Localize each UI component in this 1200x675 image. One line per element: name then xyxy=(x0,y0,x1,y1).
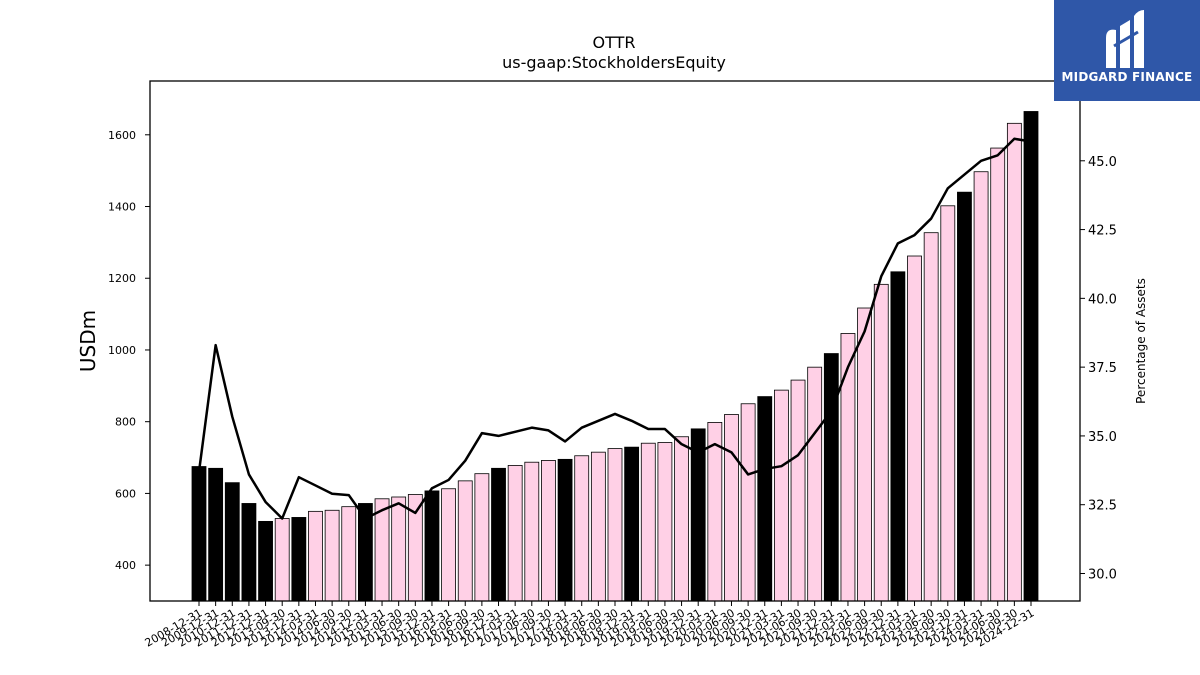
logo-icon xyxy=(1106,10,1144,68)
bar-2011-12-31 xyxy=(241,503,257,602)
y-tick-label: 600 xyxy=(115,487,136,500)
bar-2017-03-31 xyxy=(507,465,523,602)
y2-tick-label: 45.0 xyxy=(1088,155,1117,170)
bar-2018-06-30 xyxy=(590,451,606,602)
bar-2020-06-30 xyxy=(724,414,739,602)
y2-tick-label: 35.0 xyxy=(1088,430,1117,445)
bar-2016-06-30 xyxy=(457,480,473,602)
bar-2021-06-30 xyxy=(790,379,806,602)
bar-2024-06-30 xyxy=(990,147,1006,602)
bar-2022-06-30 xyxy=(857,307,872,602)
y2-axis: 30.032.535.037.540.042.545.047.5 xyxy=(1080,86,1117,582)
bar-2022-03-31 xyxy=(840,333,856,602)
bar-2014-03-31 xyxy=(308,510,323,602)
bar-2024-09-30 xyxy=(1006,122,1022,602)
bar-2023-09-30 xyxy=(940,205,956,602)
bar-2014-09-30 xyxy=(341,506,357,602)
bar-2023-06-30 xyxy=(923,232,939,602)
bar-2016-03-31 xyxy=(441,488,457,602)
y-tick-label: 1400 xyxy=(108,201,136,214)
chart-subtitle: us-gaap:StockholdersEquity xyxy=(502,53,726,72)
y2-axis-label: Percentage of Assets xyxy=(1134,278,1148,404)
line-layer xyxy=(197,137,1032,520)
bar-2010-12-31 xyxy=(224,482,240,602)
y-tick-label: 800 xyxy=(115,416,136,429)
bar-2022-12-31 xyxy=(890,271,906,602)
bar-2023-03-31 xyxy=(907,255,922,602)
bar-2015-06-30 xyxy=(391,496,407,602)
y-tick-label: 400 xyxy=(115,559,136,572)
bar-2020-12-31 xyxy=(757,396,773,602)
bar-2017-12-31 xyxy=(557,458,573,602)
bar-2021-09-30 xyxy=(807,366,823,602)
y-tick-label: 1200 xyxy=(108,272,136,285)
y2-tick-label: 32.5 xyxy=(1088,499,1117,514)
y-tick-label: 1000 xyxy=(108,344,136,357)
bar-2019-12-31 xyxy=(690,428,706,602)
x-axis: 2008-12-312009-12-312010-12-312011-12-31… xyxy=(143,601,1037,650)
bar-2019-09-30 xyxy=(674,436,689,602)
bar-2013-09-30 xyxy=(274,518,290,602)
bars-layer xyxy=(191,111,1039,602)
bar-2021-12-31 xyxy=(823,353,839,602)
bar-2013-12-31 xyxy=(291,517,307,602)
y2-tick-label: 42.5 xyxy=(1088,224,1117,239)
bar-2020-09-30 xyxy=(740,403,756,602)
bar-2016-09-30 xyxy=(474,473,490,602)
bar-2019-03-31 xyxy=(640,442,656,602)
y-axis: 400 600 800 1000 1200 1400 1600 xyxy=(108,129,150,572)
bar-2017-09-30 xyxy=(541,460,556,602)
bar-2022-09-30 xyxy=(873,283,889,602)
bar-2008-12-31 xyxy=(191,466,207,602)
bar-2023-12-31 xyxy=(957,191,972,602)
bar-2020-03-31 xyxy=(707,422,723,602)
bar-2009-12-31 xyxy=(208,467,224,602)
chart-title: OTTR xyxy=(593,33,636,52)
bar-2015-03-31 xyxy=(374,498,390,602)
y2-tick-label: 37.5 xyxy=(1088,361,1117,376)
percentage-line xyxy=(197,137,1032,520)
brand-logo: MIDGARD FINANCE xyxy=(1054,0,1200,101)
bar-2019-06-30 xyxy=(657,442,673,602)
y2-tick-label: 40.0 xyxy=(1088,292,1117,307)
y2-tick-label: 30.0 xyxy=(1088,567,1117,582)
y-axis-label: USDm xyxy=(76,310,100,372)
bar-2018-12-31 xyxy=(624,446,640,602)
bar-2021-03-31 xyxy=(774,389,789,602)
y-tick-label: 1600 xyxy=(108,129,136,142)
bar-2018-03-31 xyxy=(574,455,590,602)
logo-text: MIDGARD FINANCE xyxy=(1061,70,1193,84)
bar-2024-03-31 xyxy=(973,171,989,602)
bar-2014-06-30 xyxy=(324,509,340,602)
bar-2015-12-31 xyxy=(424,490,440,602)
bar-2018-09-30 xyxy=(607,448,623,602)
bar-2012-12-31 xyxy=(258,520,273,602)
bar-2017-06-30 xyxy=(524,461,540,602)
bar-2016-12-31 xyxy=(491,467,506,602)
bar-2024-12-31 xyxy=(1023,111,1039,602)
